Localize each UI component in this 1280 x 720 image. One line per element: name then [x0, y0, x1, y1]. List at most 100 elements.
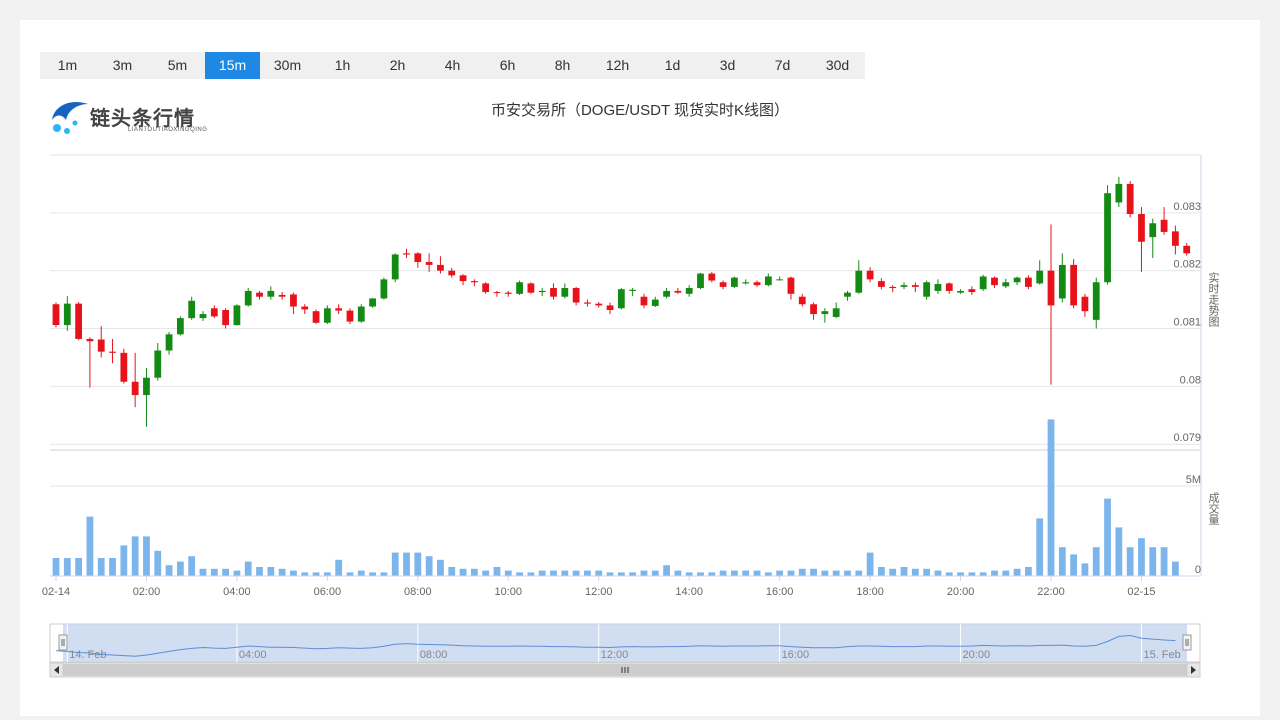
volume-bar [629, 572, 637, 576]
candle-body [606, 305, 614, 311]
candle-body [866, 270, 874, 280]
candle-body [878, 281, 885, 287]
navigator-scrollbar[interactable] [49, 662, 1201, 678]
period-tab-7d[interactable]: 7d [774, 57, 791, 73]
price-tick-label: 0.081 [1173, 317, 1201, 329]
volume-bar [900, 567, 908, 576]
period-tab-15m[interactable]: 15m [205, 52, 260, 79]
candle-body [120, 352, 128, 382]
volume-bar [335, 559, 343, 576]
period-tab-4h[interactable]: 4h [444, 57, 461, 73]
volume-bar [911, 568, 919, 576]
candle-body [380, 279, 388, 299]
volume-bar [957, 572, 964, 576]
volume-bar [991, 570, 998, 576]
volume-bar [459, 568, 467, 576]
volume-tick-label: 0 [1195, 564, 1201, 576]
candle-body [52, 304, 60, 326]
x-tick-label: 02-14 [42, 586, 70, 598]
candle-body [1149, 223, 1157, 238]
candle-body [550, 288, 557, 297]
candle-body [821, 311, 829, 315]
candle-body [708, 273, 716, 281]
volume-bar [1149, 547, 1157, 576]
navigator[interactable]: 14. Feb 04:00 08:00 12:00 16:00 20:00 15. Feb [49, 623, 1201, 678]
volume-tick-label: 5M [1186, 474, 1201, 486]
volume-bar [923, 568, 931, 576]
candle-body [244, 290, 252, 306]
volume-bar [674, 570, 682, 576]
volume-bar [844, 570, 851, 576]
handle-body [58, 634, 68, 651]
volume-bar [1058, 547, 1066, 576]
x-tick-label: 02-15 [1127, 586, 1155, 598]
candle-body [844, 292, 851, 297]
period-tab-8h[interactable]: 8h [554, 57, 571, 73]
period-tab-3d[interactable]: 3d [719, 57, 736, 73]
chart-title: 币安交易所（DOGE/USDT 现货实时K线图） [490, 102, 790, 119]
volume-bar [878, 567, 885, 576]
volume-bar [323, 572, 331, 576]
period-tab-1h[interactable]: 1h [334, 57, 351, 73]
candle-body [1171, 231, 1179, 246]
volume-bar [165, 565, 173, 576]
period-tab-30d[interactable]: 30d [825, 57, 850, 73]
candle-body [256, 292, 263, 297]
volume-bar [301, 572, 309, 576]
volume-bar [1013, 568, 1021, 576]
candle-body [63, 303, 71, 326]
period-tab-12h[interactable]: 12h [605, 57, 630, 73]
chart-card: 1m 3m 5m 15m 30m 1h 2h 4h 6h 8h 12h 1d 3d 7d 30d 链头条行情… [20, 20, 1260, 716]
candle-body [911, 285, 919, 287]
logo-icon [52, 101, 88, 134]
handle-body [1182, 634, 1192, 651]
navigator-tick-label: 16:00 [782, 649, 810, 661]
volume-bar [391, 552, 399, 576]
candle-body [753, 282, 761, 286]
period-tab-30m[interactable]: 30m [273, 57, 302, 73]
volume-bar [425, 556, 433, 576]
volume-bar [584, 570, 591, 576]
volume-bar [414, 552, 422, 576]
navigator-tick-label: 04:00 [239, 649, 267, 661]
candle-body [697, 273, 704, 289]
volume-bar [889, 568, 897, 576]
navigator-tick-label: 15. Feb [1143, 649, 1180, 661]
period-tab-3m[interactable]: 3m [112, 57, 133, 73]
candle-body [143, 377, 150, 396]
period-tab-1d[interactable]: 1d [664, 57, 681, 73]
period-tab-1m[interactable]: 1m [57, 57, 78, 73]
candle-body [459, 275, 467, 282]
candle-body [346, 310, 354, 322]
candle-body [425, 262, 433, 265]
candle-body [742, 282, 750, 284]
candle-body [934, 283, 942, 291]
candle-body [86, 338, 94, 342]
volume-bar [278, 568, 286, 576]
navigator-right-handle[interactable] [1182, 634, 1192, 651]
candle-body [787, 277, 795, 294]
volume-bar [934, 570, 942, 576]
volume-bar [685, 572, 693, 576]
volume-bar [63, 558, 71, 576]
candle-body [233, 305, 241, 326]
volume-bar [143, 536, 150, 576]
period-tab-5m[interactable]: 5m [167, 57, 188, 73]
period-tab-6h[interactable]: 6h [499, 57, 516, 73]
candle-body [290, 294, 297, 307]
period-tab-2h[interactable]: 2h [389, 57, 406, 73]
volume-bar [86, 516, 94, 576]
candle-body [323, 308, 331, 323]
candle-body [991, 277, 998, 286]
candle-body [222, 310, 229, 326]
candle-body [278, 294, 286, 297]
volume-bar [380, 572, 388, 576]
candle-body [798, 296, 806, 305]
navigator-left-handle[interactable] [58, 634, 68, 651]
volume-bar [798, 568, 806, 576]
candle-body [470, 281, 478, 283]
price-tick-label: 0.083 [1173, 201, 1201, 213]
volume-bar [606, 572, 614, 576]
